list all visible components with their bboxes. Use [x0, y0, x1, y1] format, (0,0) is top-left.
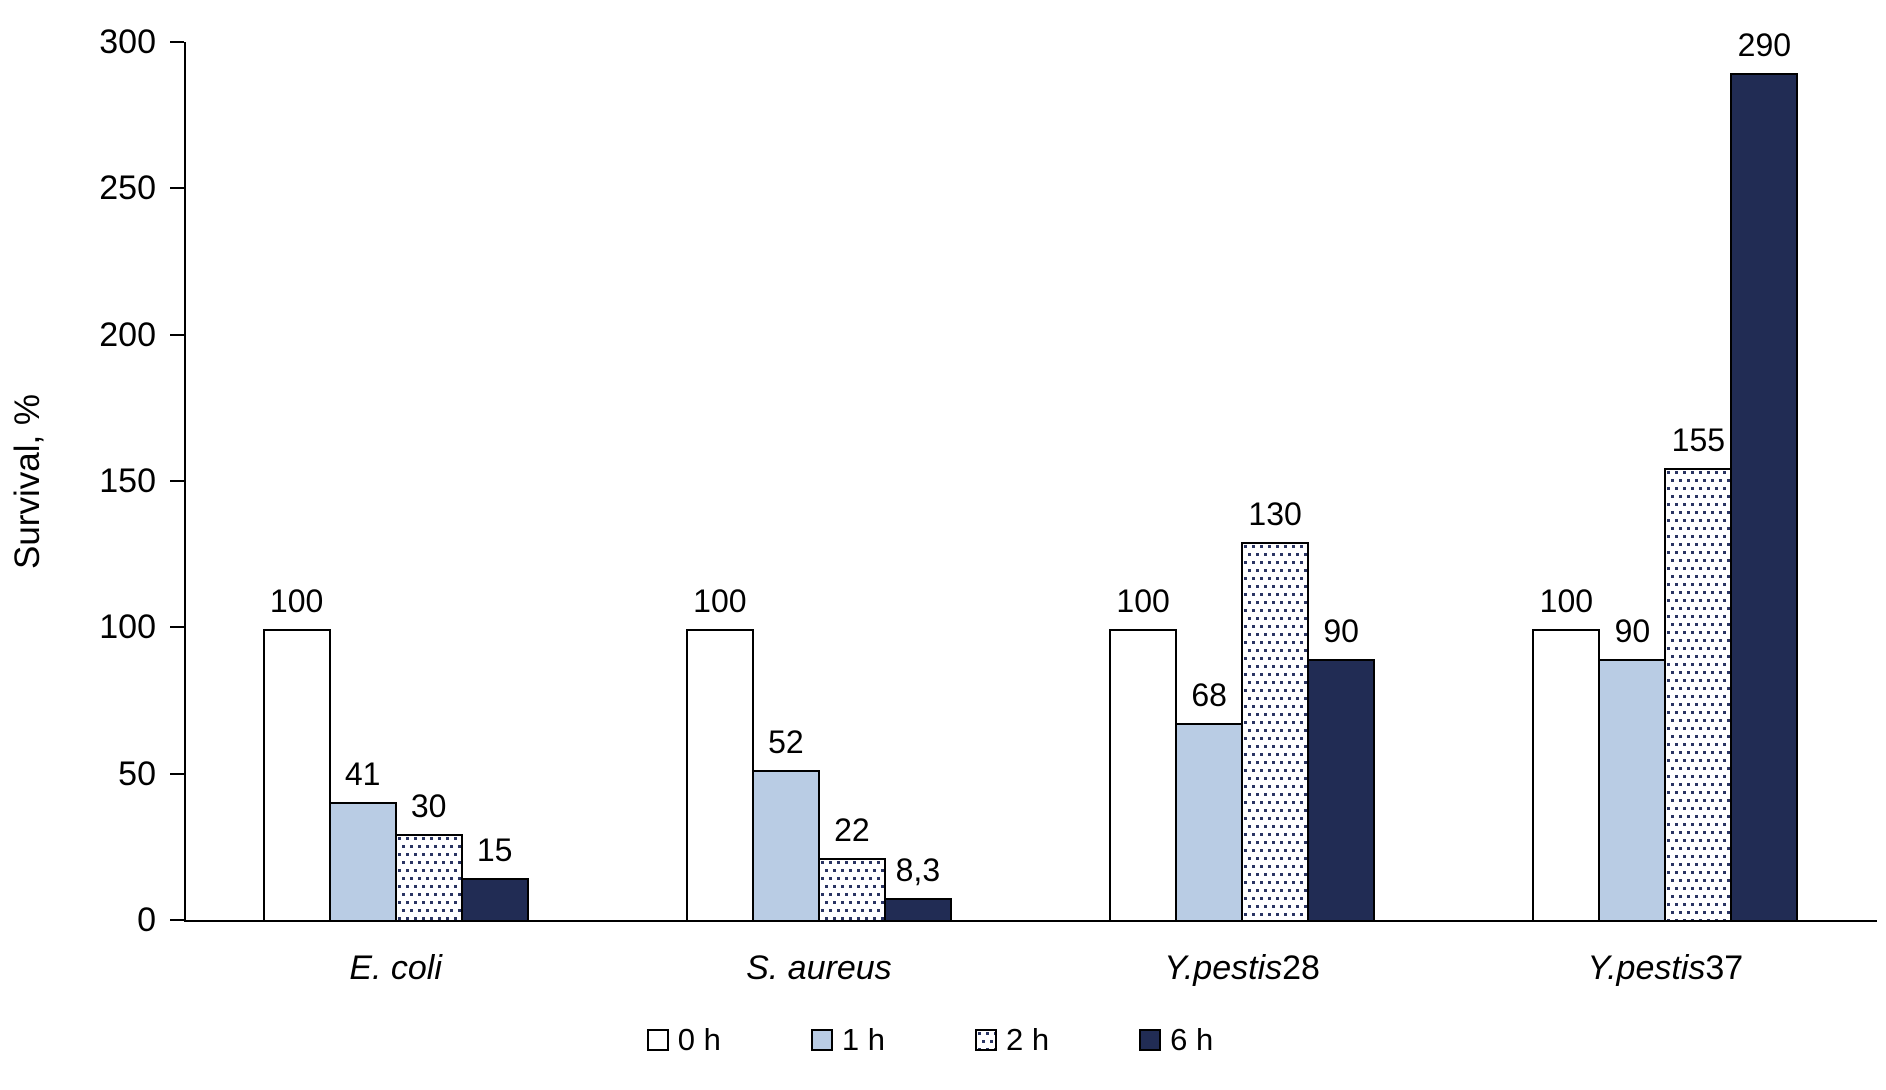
bar-value-label: 90: [1614, 612, 1651, 649]
y-tick-label: 150: [99, 462, 156, 500]
x-category-label-y-pestis28: Y.pestis28: [1032, 948, 1452, 988]
legend-swatch-white: [646, 1029, 669, 1051]
bar-value-label: 15: [476, 832, 513, 869]
legend-item-2-h: 2 h: [975, 1023, 1049, 1057]
bar-0-h-s-aureus: [685, 629, 754, 922]
bar-6-h-s-aureus: [883, 897, 952, 922]
x-category-label-italic: E. coli: [349, 949, 442, 987]
bar-value-label: 8,3: [895, 851, 941, 888]
y-tick-label: 200: [99, 315, 156, 354]
legend-label: 2 h: [1006, 1022, 1050, 1057]
x-category-label-italic: S. aureus: [746, 949, 892, 987]
bar-value-label: 52: [768, 723, 804, 760]
y-axis-line: [184, 42, 186, 922]
bar-value-label: 100: [1539, 583, 1594, 620]
bar-value-label: 30: [410, 788, 447, 825]
x-category-label-italic: Y.pestis: [1587, 949, 1706, 987]
bar-value-label: 290: [1737, 27, 1792, 64]
bar-0-h-y-pestis37: [1532, 629, 1601, 922]
bar-2-h-y-pestis37: [1664, 468, 1733, 922]
y-axis-tick: [170, 919, 184, 921]
x-category-label-y-pestis37: Y.pestis37: [1455, 948, 1875, 988]
bar-2-h-e-coli: [394, 834, 463, 922]
x-category-label-s-aureus: S. aureus: [609, 948, 1029, 988]
x-category-label-plain: 28: [1282, 949, 1320, 987]
bar-value-label: 41: [344, 756, 381, 792]
bar-value-label: 100: [693, 583, 747, 620]
legend-item-1-h: 1 h: [810, 1022, 885, 1057]
bar-1-h-s-aureus: [751, 769, 820, 922]
bar-6-h-e-coli: [460, 878, 529, 922]
bar-1-h-y-pestis37: [1598, 658, 1667, 922]
y-axis-tick: [170, 626, 184, 629]
bar-2-h-y-pestis28: [1241, 541, 1310, 922]
y-tick-label: 0: [137, 901, 156, 939]
legend-label: 6 h: [1170, 1022, 1214, 1057]
x-category-label-e-coli: E. coli: [186, 948, 606, 988]
x-category-label-plain: 37: [1705, 949, 1744, 987]
bar-value-label: 100: [269, 583, 324, 620]
legend-swatch-dotted: [975, 1029, 997, 1051]
bar-6-h-y-pestis28: [1307, 658, 1376, 922]
legend-label: 1 h: [841, 1022, 885, 1057]
y-tick-label: 50: [118, 754, 156, 793]
bar-1-h-y-pestis28: [1175, 722, 1244, 922]
y-axis-tick: [170, 41, 184, 43]
x-axis-line: [184, 920, 1877, 922]
bar-value-label: 90: [1323, 612, 1359, 649]
bar-value-label: 155: [1671, 422, 1726, 459]
y-axis-tick: [170, 333, 184, 336]
y-tick-label: 100: [99, 608, 156, 647]
bar-6-h-y-pestis37: [1730, 73, 1799, 922]
bar-0-h-e-coli: [262, 629, 331, 922]
legend-swatch-lightblue: [810, 1029, 833, 1051]
bar-value-label: 100: [1116, 583, 1170, 620]
legend-item-6-h: 6 h: [1139, 1023, 1213, 1057]
legend-label: 0 h: [677, 1022, 721, 1057]
legend-swatch-navy: [1139, 1029, 1162, 1051]
bar-value-label: 130: [1248, 495, 1302, 532]
y-tick-label: 300: [99, 23, 156, 61]
y-axis-tick: [170, 772, 184, 775]
y-axis-tick: [170, 187, 184, 190]
x-category-label-italic: Y.pestis: [1164, 949, 1283, 987]
bar-0-h-y-pestis28: [1109, 629, 1178, 922]
y-tick-label: 250: [99, 169, 156, 208]
legend-item-0-h: 0 h: [646, 1022, 721, 1057]
bar-value-label: 68: [1191, 676, 1227, 713]
legend: 0 h 1 h 2 h 6 h: [0, 1016, 1860, 1064]
bar-2-h-s-aureus: [817, 857, 886, 922]
y-axis-tick: [170, 480, 184, 482]
bar-value-label: 22: [834, 811, 870, 848]
